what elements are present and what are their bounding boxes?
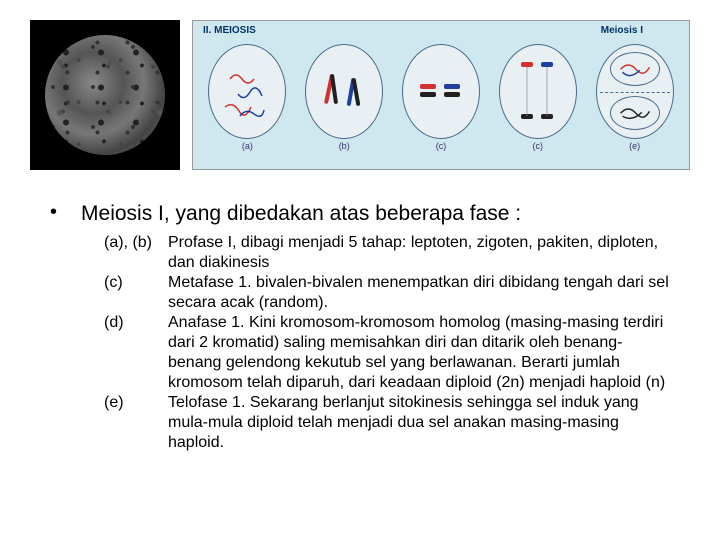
list-item: (e) Telofase 1. Sekarang berlanjut sitok… — [104, 393, 670, 453]
phase-d: (c) — [499, 44, 577, 151]
phase-a: (a) — [208, 44, 286, 151]
microscopy-image — [30, 20, 180, 170]
phase-d-label: (c) — [533, 141, 544, 151]
phase-b-label: (b) — [339, 141, 350, 151]
phase-e: (e) — [596, 44, 674, 151]
item-text: Anafase 1. Kini kromosom-kromosom homolo… — [168, 313, 670, 393]
content-area: • Meiosis I, yang dibedakan atas beberap… — [30, 200, 690, 453]
cell-micrograph — [45, 35, 165, 155]
top-image-row: II. MEIOSIS Meiosis I (a) — [30, 20, 690, 170]
item-key: (a), (b) — [104, 233, 160, 273]
phase-b-cell — [305, 44, 383, 139]
cell-texture — [45, 35, 165, 155]
phase-row: (a) (b) — [199, 40, 683, 155]
bullet-icon: • — [50, 200, 57, 224]
header-left: II. MEIOSIS — [203, 25, 256, 36]
phase-e-cell — [596, 44, 674, 139]
heading-row: • Meiosis I, yang dibedakan atas beberap… — [50, 200, 670, 227]
heading-text: Meiosis I, yang dibedakan atas beberapa … — [81, 200, 521, 227]
item-key: (d) — [104, 313, 160, 393]
phase-e-label: (e) — [629, 141, 640, 151]
phase-b: (b) — [305, 44, 383, 151]
list-item: (a), (b) Profase I, dibagi menjadi 5 tah… — [104, 233, 670, 273]
phase-list: (a), (b) Profase I, dibagi menjadi 5 tah… — [50, 233, 670, 453]
item-text: Metafase 1. bivalen-bivalen menempatkan … — [168, 273, 670, 313]
list-item: (d) Anafase 1. Kini kromosom-kromosom ho… — [104, 313, 670, 393]
item-text: Profase I, dibagi menjadi 5 tahap: lepto… — [168, 233, 670, 273]
header-right: Meiosis I — [601, 25, 643, 36]
phase-a-cell — [208, 44, 286, 139]
item-text: Telofase 1. Sekarang berlanjut sitokines… — [168, 393, 670, 453]
phase-a-label: (a) — [242, 141, 253, 151]
meiosis-diagram-panel: II. MEIOSIS Meiosis I (a) — [192, 20, 690, 170]
diagram-header: II. MEIOSIS Meiosis I — [199, 25, 683, 36]
item-key: (c) — [104, 273, 160, 313]
item-key: (e) — [104, 393, 160, 453]
phase-c-cell — [402, 44, 480, 139]
phase-d-cell — [499, 44, 577, 139]
phase-c: (c) — [402, 44, 480, 151]
phase-c-label: (c) — [436, 141, 447, 151]
list-item: (c) Metafase 1. bivalen-bivalen menempat… — [104, 273, 670, 313]
